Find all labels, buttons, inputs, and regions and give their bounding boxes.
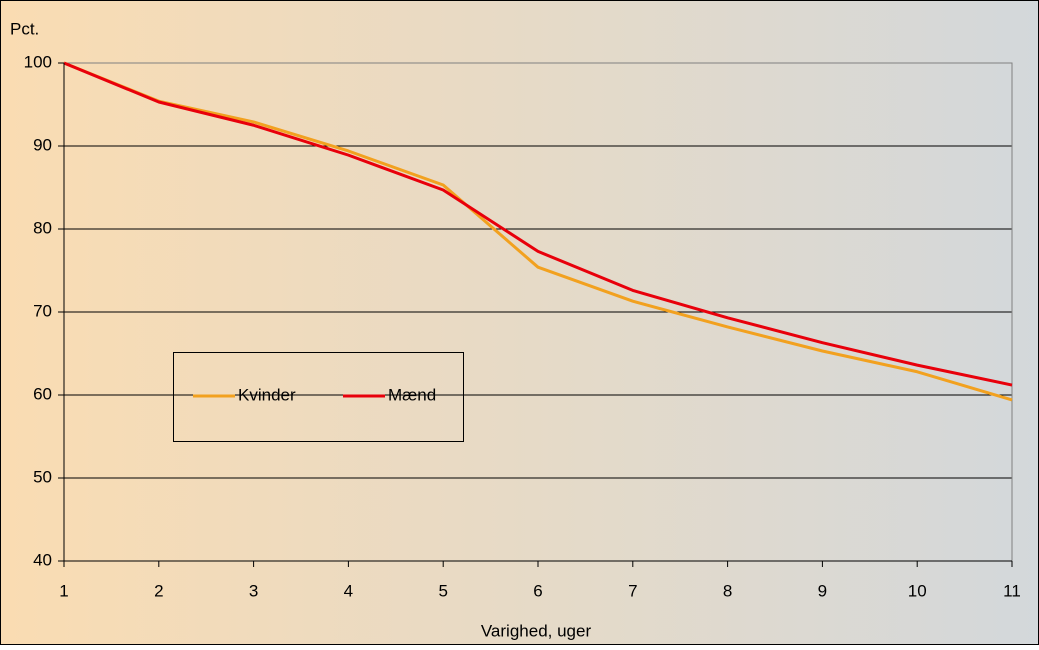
- legend-label: Kvinder: [238, 385, 296, 404]
- x-tick-label: 9: [818, 581, 827, 600]
- y-tick-label: 80: [33, 218, 52, 237]
- x-tick-label: 6: [533, 581, 542, 600]
- x-tick-label: 4: [344, 581, 353, 600]
- y-tick-label: 50: [33, 467, 52, 486]
- x-tick-label: 8: [723, 581, 732, 600]
- legend-label: Mænd: [388, 385, 436, 404]
- series-line: [63, 61, 1013, 387]
- x-tick-label: 2: [154, 581, 163, 600]
- x-tick-label: 10: [908, 581, 927, 600]
- x-tick-label: 1: [59, 581, 68, 600]
- x-tick-label: 11: [1003, 581, 1021, 600]
- y-tick-label: 100: [24, 52, 52, 71]
- y-tick-label: 70: [33, 301, 52, 320]
- x-tick-label: 7: [628, 581, 637, 600]
- x-axis-label: Varighed, uger: [481, 621, 592, 640]
- legend: [173, 352, 464, 442]
- y-tick-label: 40: [33, 550, 52, 569]
- series-line: [63, 61, 1013, 402]
- y-tick-label: 60: [33, 384, 52, 403]
- y-tick-label: 90: [33, 135, 52, 154]
- x-tick-label: 5: [438, 581, 447, 600]
- marks: [63, 61, 1013, 402]
- x-tick-label: 3: [249, 581, 258, 600]
- y-axis-label: Pct.: [10, 19, 39, 38]
